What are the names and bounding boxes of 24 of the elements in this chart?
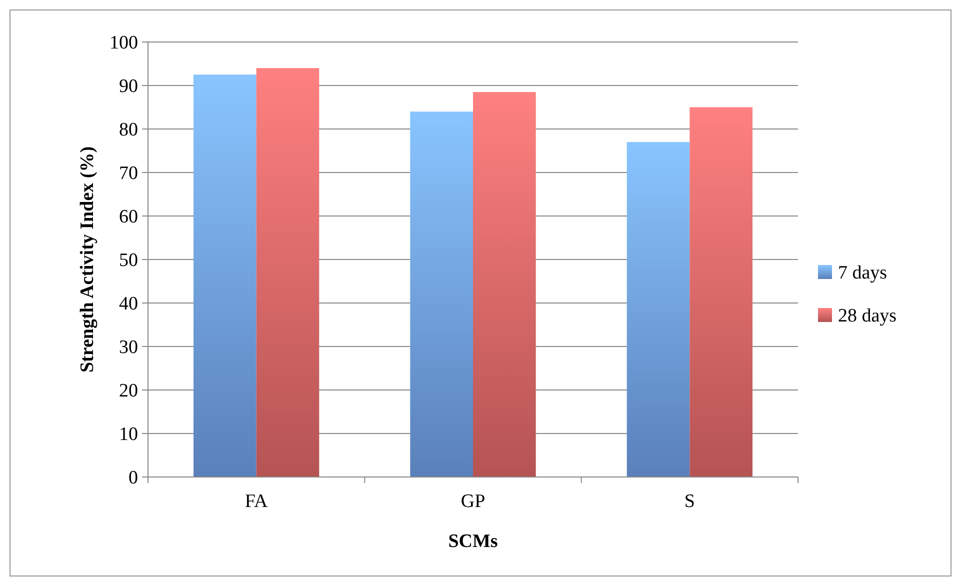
legend-label: 28 days <box>838 306 897 327</box>
x-axis-title: SCMs <box>448 531 498 552</box>
x-tick-label: GP <box>460 491 486 512</box>
y-tick-label: 40 <box>119 294 138 315</box>
y-tick-label: 50 <box>119 250 138 272</box>
bar <box>194 74 256 477</box>
bar <box>473 92 536 477</box>
bar <box>690 107 752 477</box>
y-tick-label: 30 <box>119 337 138 358</box>
y-tick-label: 10 <box>119 424 138 446</box>
x-tick-label: FA <box>244 491 268 512</box>
bar <box>256 68 320 477</box>
y-tick-label: 90 <box>119 76 138 98</box>
y-tick-label: 70 <box>119 163 138 184</box>
bar <box>410 112 473 477</box>
legend-label: 7 days <box>838 262 888 284</box>
y-tick-label: 20 <box>119 380 138 402</box>
bar <box>626 142 690 477</box>
y-axis-title: Strength Activity Index (%) <box>77 146 98 373</box>
x-tick-label: S <box>684 491 695 512</box>
y-tick-label: 100 <box>110 32 138 54</box>
y-tick-label: 80 <box>119 120 138 141</box>
y-tick-label: 0 <box>128 468 138 489</box>
y-tick-label: 60 <box>119 206 138 228</box>
